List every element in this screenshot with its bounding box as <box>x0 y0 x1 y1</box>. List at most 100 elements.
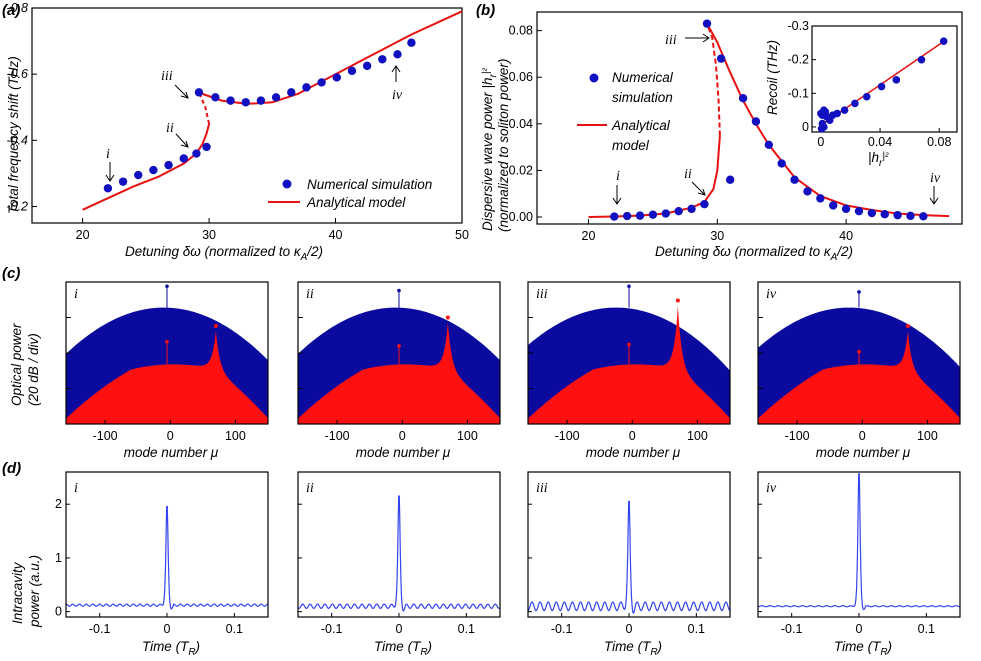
panel-a-sim-point <box>332 73 341 82</box>
panel-d-xtick-label: -0.1 <box>321 622 343 636</box>
panel-b-sim-point <box>919 212 928 221</box>
panel-b-annot-iv: iv <box>930 171 941 186</box>
panel-c-xtick-label: -100 <box>555 429 580 443</box>
panel-b-sim-point <box>700 199 709 209</box>
panel-b-legend-sim-1: Numerical <box>612 70 674 85</box>
panel-b-legend-model-2: model <box>612 138 650 153</box>
panel-b-annot-ii: ii <box>684 167 692 182</box>
panel-b-sim-point <box>906 211 915 221</box>
panel-a-annot-i: i <box>106 147 110 162</box>
panel-a-legend-sim: Numerical simulation <box>307 177 432 192</box>
panel-a-sim-point <box>393 50 402 59</box>
panel-a: 20 30 40 50 -0.2 -0.4 -0.6 -0.8 Total frequency… <box>6 1 469 263</box>
panel-c-subpanel-iii: -100 0 100 iii mode number μ <box>527 281 731 460</box>
panel-c-sublabel: iii <box>536 287 548 302</box>
panel-a-xlabel: Detuning δω (normalized to κA/2) <box>125 244 323 263</box>
panel-a-sim-point <box>149 165 158 175</box>
panel-d-xlabel: Time (TR) <box>142 639 200 658</box>
panel-c-xlabel: mode number μ <box>124 445 219 460</box>
panel-a-annot-ii: ii <box>166 121 174 136</box>
panel-b-ytick-label: 0.06 <box>509 70 533 84</box>
panel-b-annot-iii: iii <box>665 33 677 48</box>
panel-b-inset-ylabel: Recoil (THz) <box>765 40 780 115</box>
panel-c-subpanel-i: -100 0 100 i mode number μ <box>65 281 269 460</box>
panel-b-xtick-label: 30 <box>710 229 724 243</box>
panel-c-blue-pump-dot <box>627 284 631 289</box>
panel-a-ticks: 20 30 40 50 -0.2 -0.4 -0.6 -0.8 <box>6 1 469 242</box>
panel-b-xlabel: Detuning δω (normalized to κA/2) <box>655 244 853 263</box>
panel-c-red-pump-dot <box>165 339 169 344</box>
panel-c-xtick-label: -100 <box>785 429 810 443</box>
panel-b-sim-point <box>635 211 645 220</box>
panel-b-ytick-label: 0.08 <box>509 24 533 38</box>
panel-b-inset-point <box>851 99 859 108</box>
panel-b-model-line-dashed <box>706 23 721 136</box>
panel-a-sim-point <box>202 142 211 152</box>
panel-b-inset-point <box>820 123 828 131</box>
panel-d: -0.1 0 0.1 0 1 2i Time (TR) -0.1 0 0.1 ii Time (TR)… <box>55 471 961 658</box>
panel-b-inset-point <box>833 109 841 118</box>
panel-c-red-pump-dot <box>857 349 861 354</box>
panel-b-inset-xtick-label: 0.08 <box>927 135 951 149</box>
panel-c-red-spectrum <box>528 305 730 424</box>
panel-b-sim-point <box>725 175 735 184</box>
panel-c-xtick-label: 0 <box>629 429 636 443</box>
panel-a-frame <box>31 7 463 224</box>
panel-a-annot-iii: iii <box>161 69 173 84</box>
panel-a-sim-point <box>226 96 235 105</box>
panel-b-ytick-label: 0.02 <box>509 163 533 177</box>
panel-a-ytick-label: -0.8 <box>6 1 28 15</box>
panel-d-pulse-line <box>527 500 731 614</box>
panel-a-sim-point <box>192 149 201 158</box>
panel-c-xlabel: mode number μ <box>816 445 911 460</box>
panel-a-sim-point <box>378 55 387 64</box>
panel-c-dw-dot <box>213 324 218 329</box>
panel-d-sublabel: i <box>74 481 78 496</box>
panel-a-xtick-label: 20 <box>76 228 90 242</box>
panel-c-red-spectrum <box>758 331 960 424</box>
panel-b-inset-point <box>862 92 871 101</box>
panel-b-sim-point <box>893 210 902 220</box>
panel-label-a: (a) <box>2 2 20 19</box>
panel-a-model-line-lower <box>82 123 211 211</box>
panel-d-pulse-line <box>757 473 961 611</box>
panel-b-sim-point <box>716 54 726 63</box>
panel-d-xtick-label: 0.1 <box>226 622 243 636</box>
panel-b-inset-ytick-label: -0.3 <box>787 19 809 33</box>
panel-c-red-pump-dot <box>627 342 631 347</box>
panel-b-sim-point <box>764 140 774 149</box>
panel-c-sublabel: i <box>74 287 78 302</box>
panel-b-inset-point <box>840 106 849 114</box>
panel-a-annot-iv: iv <box>392 88 403 103</box>
panel-a-legend-sim-marker <box>282 179 292 189</box>
panel-c-blue-pump-dot <box>397 288 401 293</box>
panel-label-b: (b) <box>476 2 495 19</box>
panel-a-sim-point <box>194 88 204 97</box>
panel-a-xtick-label: 50 <box>455 228 469 242</box>
panel-c-subpanel-iv: -100 0 100 iv mode number μ <box>757 281 961 460</box>
panel-d-frame <box>65 471 269 618</box>
panel-c-xlabel: mode number μ <box>586 445 681 460</box>
panel-b-sim-point <box>622 211 632 221</box>
panel-d-xtick-label: -0.1 <box>781 622 803 636</box>
panel-c-dw-dot <box>675 298 680 303</box>
panel-c-xtick-label: 100 <box>225 429 246 443</box>
panel-b-xtick-label: 20 <box>582 229 596 243</box>
panel-d-xtick-label: 0.1 <box>918 622 935 636</box>
panel-d-sublabel: iv <box>766 481 777 496</box>
panel-a-sim-point <box>211 93 220 102</box>
panel-b-sim-point <box>829 201 838 210</box>
panel-b-sim-point <box>777 159 786 168</box>
panel-b-arrows <box>612 33 939 205</box>
panel-a-sim-point <box>103 184 113 193</box>
panel-b-sim-point <box>854 206 864 216</box>
panel-b-inset-ytick-label: -0.2 <box>787 53 809 67</box>
panel-d-ylabel-1: Intracavity <box>10 561 25 624</box>
panel-b-sim-point <box>648 210 658 219</box>
panel-c-blue-pump-dot <box>857 290 861 294</box>
panel-d-xtick-label: 0 <box>164 622 171 636</box>
panel-c-subpanel-ii: -100 0 100 ii mode number μ <box>297 281 501 460</box>
panel-b-ytick-label: 0.04 <box>509 117 533 131</box>
panel-b-sim-point <box>751 117 761 126</box>
panel-b-inset-point <box>939 37 948 45</box>
